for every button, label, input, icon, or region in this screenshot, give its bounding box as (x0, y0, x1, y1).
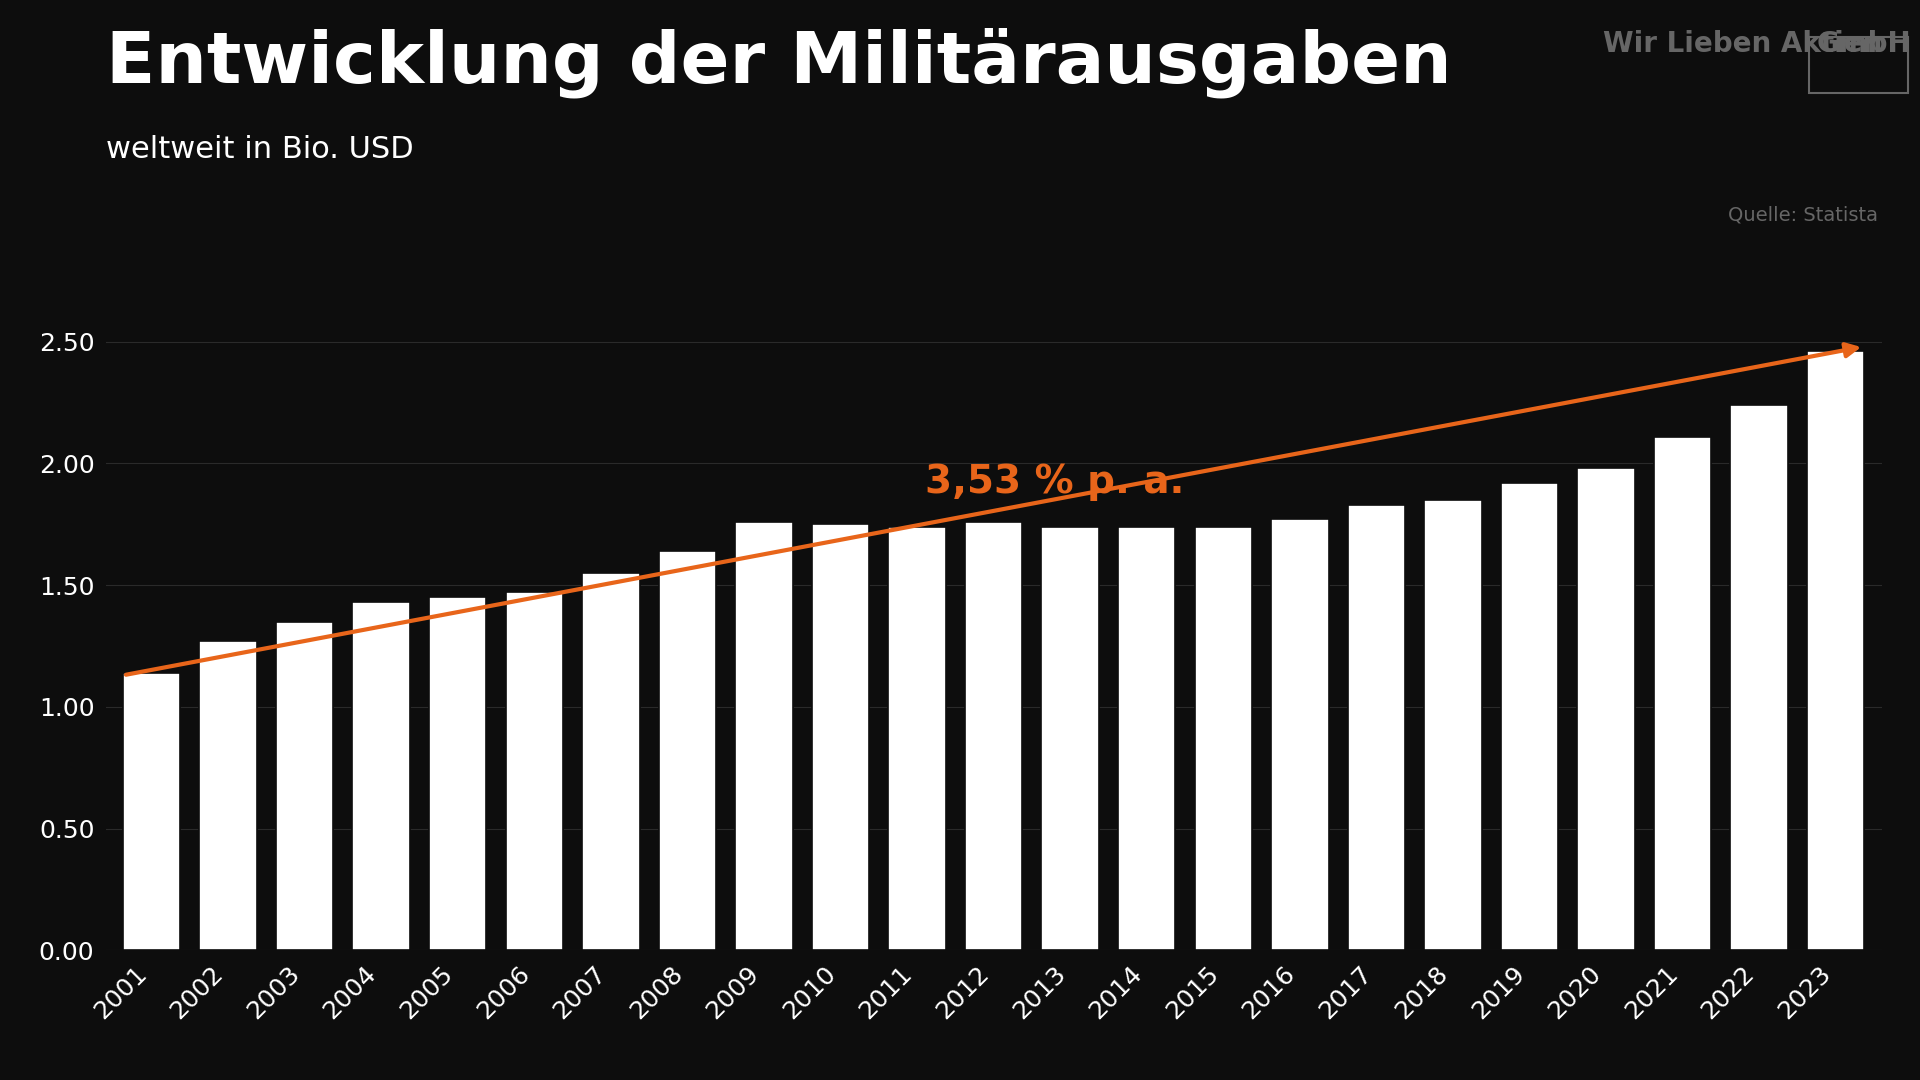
Text: Quelle: Statista: Quelle: Statista (1728, 205, 1878, 225)
Text: Wir Lieben Aktien: Wir Lieben Aktien (1603, 30, 1884, 58)
Text: Entwicklung der Militärausgaben: Entwicklung der Militärausgaben (106, 27, 1452, 97)
Bar (1501, 483, 1559, 950)
Bar (1041, 527, 1098, 950)
Bar (1807, 351, 1864, 950)
Bar (1425, 500, 1482, 950)
Bar (428, 597, 486, 950)
Text: 3,53 % p. a.: 3,53 % p. a. (925, 462, 1185, 501)
Bar (1271, 519, 1329, 950)
Bar (1730, 405, 1788, 950)
Bar (353, 603, 409, 950)
Bar (812, 524, 870, 950)
Bar (1117, 527, 1175, 950)
Bar (505, 593, 563, 950)
Bar (659, 551, 716, 950)
Bar (1653, 436, 1711, 950)
Bar (200, 642, 257, 950)
Bar (276, 622, 334, 950)
Text: GmbH: GmbH (1816, 30, 1910, 58)
Bar (1578, 469, 1634, 950)
Bar (966, 522, 1021, 950)
Bar (1194, 527, 1252, 950)
Bar (889, 527, 947, 950)
Bar (1348, 504, 1405, 950)
Bar (735, 522, 793, 950)
Bar (123, 673, 180, 950)
Text: weltweit in Bio. USD: weltweit in Bio. USD (106, 135, 413, 164)
Bar (582, 573, 639, 950)
